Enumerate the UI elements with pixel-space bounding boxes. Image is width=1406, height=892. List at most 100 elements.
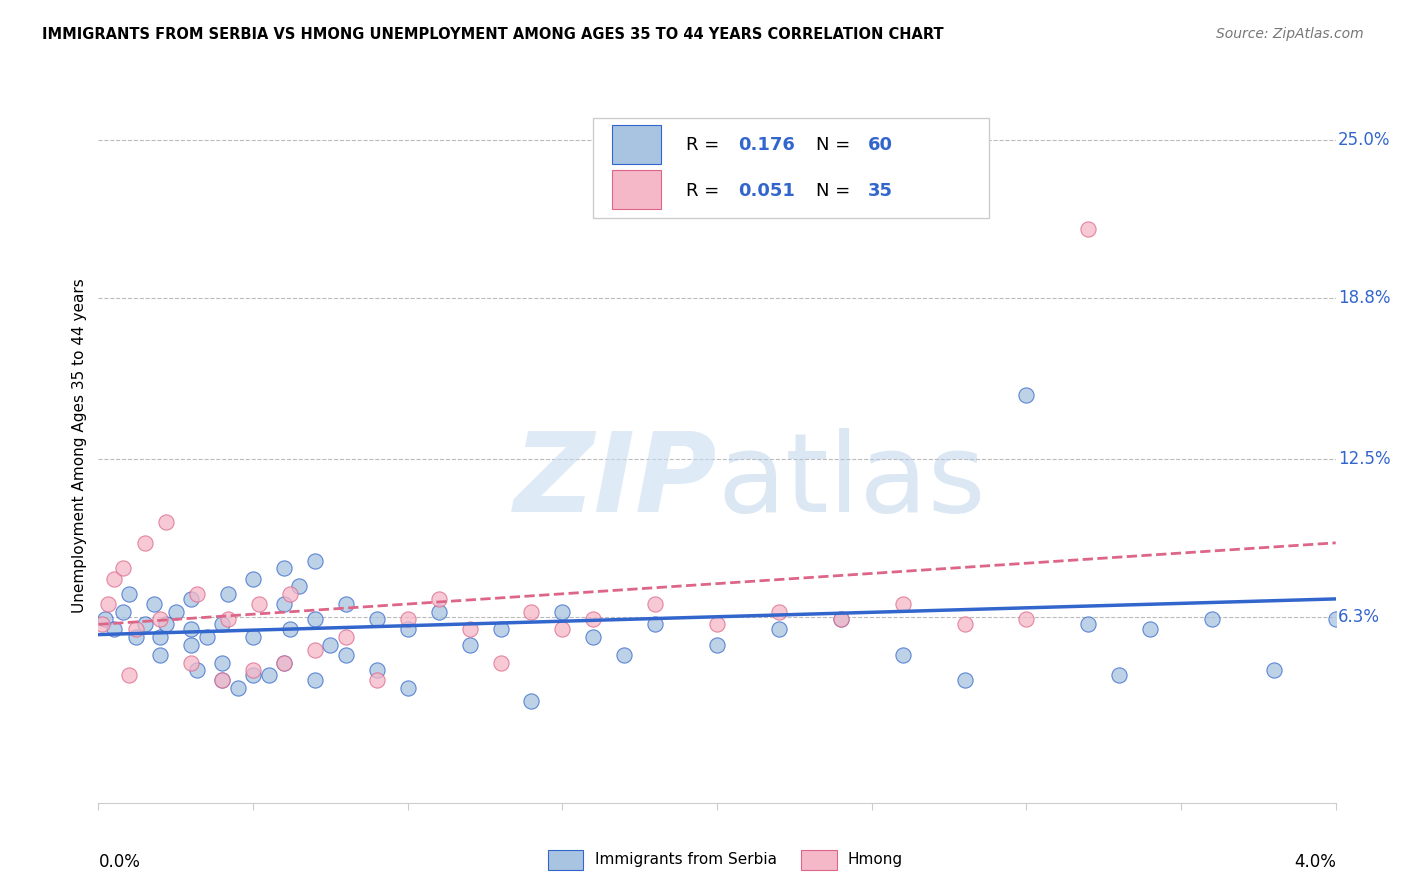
Point — [155, 516, 177, 530]
Point — [582, 612, 605, 626]
Text: 0.051: 0.051 — [738, 182, 794, 200]
Point — [97, 597, 120, 611]
Text: 25.0%: 25.0% — [1339, 131, 1391, 149]
Point — [186, 663, 208, 677]
Point — [242, 630, 264, 644]
Point — [458, 623, 481, 637]
Point — [1108, 668, 1130, 682]
Point — [1077, 222, 1099, 236]
Point — [93, 612, 115, 626]
Point — [180, 638, 202, 652]
Point — [278, 587, 301, 601]
Point — [366, 673, 388, 688]
Point — [396, 623, 419, 637]
Point — [830, 612, 852, 626]
Point — [458, 638, 481, 652]
Point — [1201, 612, 1223, 626]
Point — [1077, 617, 1099, 632]
Point — [242, 668, 264, 682]
Point — [953, 617, 976, 632]
Point — [247, 597, 270, 611]
Point — [427, 591, 450, 606]
Bar — [612, 125, 661, 164]
Point — [103, 572, 125, 586]
Point — [211, 673, 233, 688]
Point — [644, 617, 666, 632]
Point — [226, 681, 249, 695]
Point — [186, 587, 208, 601]
Point — [242, 663, 264, 677]
Point — [143, 597, 166, 611]
Point — [551, 623, 574, 637]
Point — [319, 638, 342, 652]
Point — [706, 617, 728, 632]
Text: 6.3%: 6.3% — [1339, 607, 1381, 626]
Point — [180, 656, 202, 670]
Text: 35: 35 — [868, 182, 893, 200]
Point — [768, 623, 790, 637]
Point — [1139, 623, 1161, 637]
Point — [211, 656, 233, 670]
Text: 0.176: 0.176 — [738, 136, 794, 153]
Point — [195, 630, 218, 644]
Point — [706, 638, 728, 652]
Point — [149, 612, 172, 626]
Point — [520, 605, 543, 619]
FancyBboxPatch shape — [593, 118, 990, 218]
Text: 12.5%: 12.5% — [1339, 450, 1391, 467]
Point — [366, 663, 388, 677]
Point — [211, 673, 233, 688]
Point — [489, 623, 512, 637]
Point — [1015, 612, 1038, 626]
Point — [112, 561, 135, 575]
Point — [257, 668, 280, 682]
Point — [644, 597, 666, 611]
Text: R =: R = — [686, 136, 725, 153]
Text: Immigrants from Serbia: Immigrants from Serbia — [595, 853, 776, 867]
Point — [396, 681, 419, 695]
Text: Hmong: Hmong — [848, 853, 903, 867]
Point — [273, 656, 295, 670]
Point — [288, 579, 311, 593]
Text: R =: R = — [686, 182, 725, 200]
Point — [103, 623, 125, 637]
Point — [891, 597, 914, 611]
Point — [304, 673, 326, 688]
Point — [217, 612, 239, 626]
Point — [273, 597, 295, 611]
Point — [118, 587, 141, 601]
Text: 18.8%: 18.8% — [1339, 289, 1391, 307]
Point — [155, 617, 177, 632]
Point — [149, 630, 172, 644]
Point — [211, 617, 233, 632]
Point — [278, 623, 301, 637]
Point — [273, 561, 295, 575]
Point — [396, 612, 419, 626]
Point — [520, 694, 543, 708]
Point — [335, 630, 357, 644]
Point — [217, 587, 239, 601]
Text: 60: 60 — [868, 136, 893, 153]
Bar — [612, 169, 661, 209]
Point — [613, 648, 636, 662]
Point — [304, 554, 326, 568]
Point — [124, 623, 146, 637]
Point — [124, 630, 146, 644]
Point — [582, 630, 605, 644]
Point — [273, 656, 295, 670]
Point — [180, 623, 202, 637]
Point — [165, 605, 187, 619]
Point — [134, 536, 156, 550]
Point — [427, 605, 450, 619]
Text: atlas: atlas — [717, 428, 986, 535]
Text: 4.0%: 4.0% — [1294, 853, 1336, 871]
Point — [551, 605, 574, 619]
Point — [242, 572, 264, 586]
Text: 0.0%: 0.0% — [98, 853, 141, 871]
Y-axis label: Unemployment Among Ages 35 to 44 years: Unemployment Among Ages 35 to 44 years — [72, 278, 87, 614]
Text: Source: ZipAtlas.com: Source: ZipAtlas.com — [1216, 27, 1364, 41]
Text: ZIP: ZIP — [513, 428, 717, 535]
Point — [304, 612, 326, 626]
Point — [1015, 388, 1038, 402]
Text: IMMIGRANTS FROM SERBIA VS HMONG UNEMPLOYMENT AMONG AGES 35 TO 44 YEARS CORRELATI: IMMIGRANTS FROM SERBIA VS HMONG UNEMPLOY… — [42, 27, 943, 42]
